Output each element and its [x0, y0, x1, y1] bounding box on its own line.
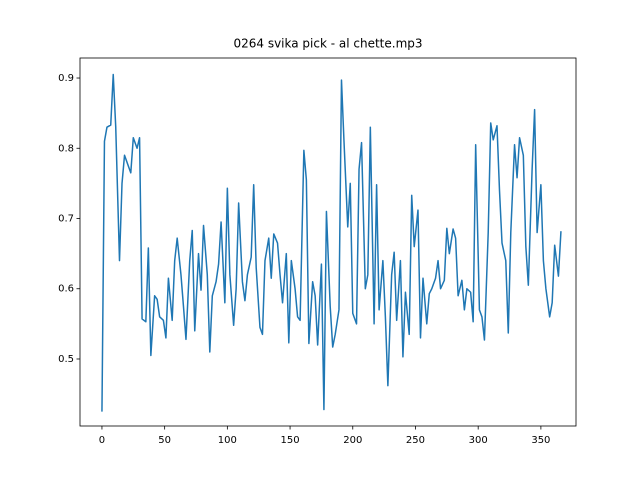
x-tick-label: 100 [218, 435, 237, 446]
y-tick-label: 0.5 [58, 354, 74, 365]
x-tick-label: 200 [343, 435, 362, 446]
x-tick-label: 350 [531, 435, 550, 446]
axes-frame [79, 57, 577, 427]
x-tick-label: 250 [406, 435, 425, 446]
x-tick-label: 50 [158, 435, 171, 446]
x-tick-label: 0 [99, 435, 105, 446]
y-tick-label: 0.6 [58, 284, 74, 295]
y-tick-label: 0.7 [58, 214, 74, 225]
x-tick-label: 150 [281, 435, 300, 446]
y-tick-label: 0.8 [58, 143, 74, 154]
chart-title: 0264 svika pick - al chette.mp3 [233, 37, 422, 51]
x-tick-label: 300 [469, 435, 488, 446]
y-tick-label: 0.9 [58, 73, 74, 84]
data-line [101, 73, 562, 412]
